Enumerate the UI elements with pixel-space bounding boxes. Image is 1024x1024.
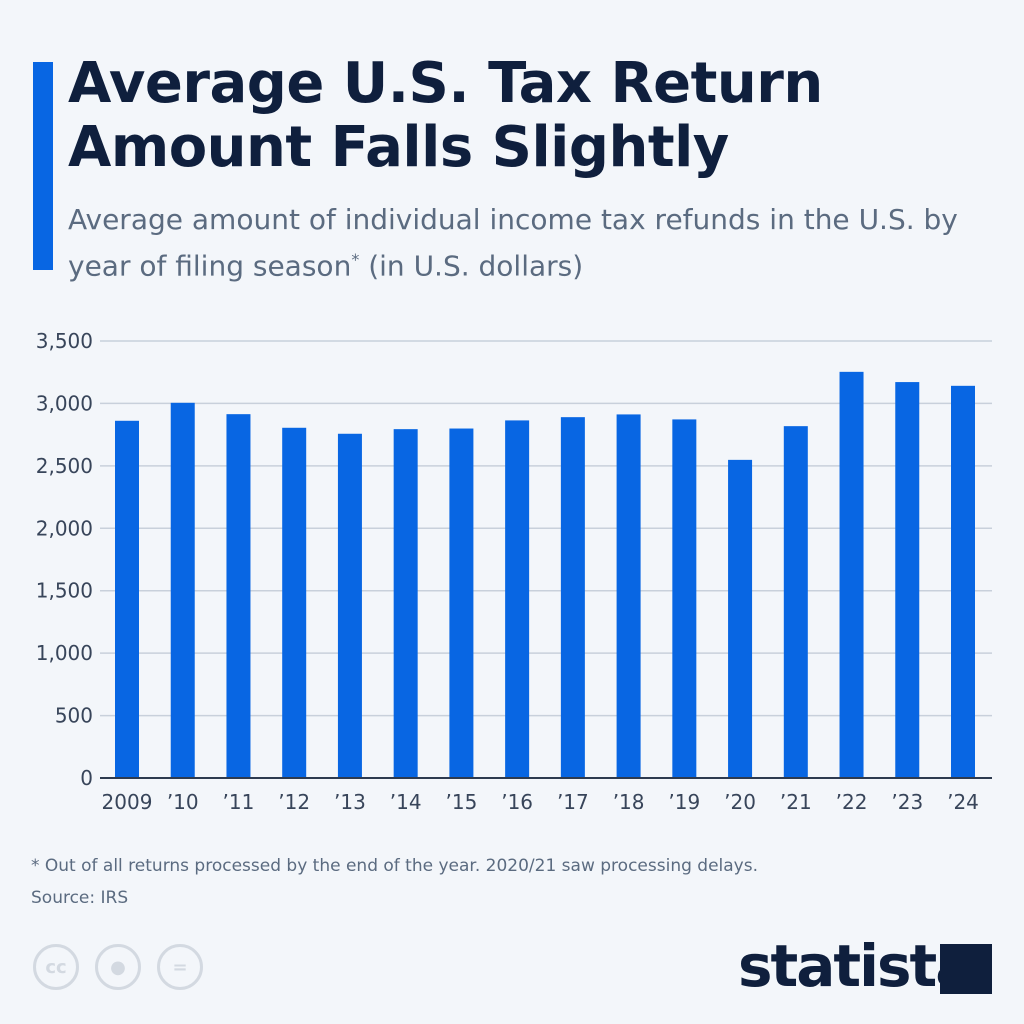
bar[interactable]: [115, 420, 139, 778]
x-tick-label: 2009: [102, 790, 153, 814]
bar[interactable]: [226, 414, 251, 778]
x-tick-label: ’22: [836, 790, 868, 814]
bar[interactable]: [839, 371, 864, 778]
chart-subtitle: Average amount of individual income tax …: [68, 200, 1008, 286]
x-tick-label: ’19: [668, 790, 700, 814]
y-tick-label: 0: [80, 766, 93, 790]
bar[interactable]: [560, 417, 585, 778]
subtitle-unit: (in U.S. dollars): [359, 249, 584, 283]
attribution-icon[interactable]: ●: [95, 944, 141, 990]
footnote: * Out of all returns processed by the en…: [31, 856, 758, 876]
creative-commons-icon[interactable]: cc: [33, 944, 79, 990]
bar[interactable]: [951, 385, 975, 778]
statista-logo[interactable]: statista: [738, 932, 974, 1000]
x-tick-label: ’23: [891, 790, 923, 814]
cc-label: cc: [45, 956, 67, 978]
y-tick-label: 1,000: [36, 641, 93, 665]
x-tick-label: ’16: [501, 790, 533, 814]
x-tick-label: ’18: [613, 790, 645, 814]
bar[interactable]: [282, 427, 307, 778]
bar[interactable]: [505, 420, 530, 778]
bar[interactable]: [337, 433, 362, 778]
y-tick-label: 2,000: [36, 516, 93, 540]
no-derivatives-icon[interactable]: =: [157, 944, 203, 990]
subtitle-footnote-mark: *: [351, 250, 360, 269]
y-tick-label: 1,500: [36, 579, 93, 603]
x-tick-label: ’17: [557, 790, 589, 814]
x-tick-label: ’12: [278, 790, 310, 814]
x-tick-label: ’15: [445, 790, 477, 814]
nd-label: =: [172, 956, 188, 978]
bar[interactable]: [170, 402, 195, 778]
bar[interactable]: [895, 382, 920, 778]
x-tick-label: ’13: [334, 790, 366, 814]
bar[interactable]: [728, 459, 753, 778]
x-tick-label: ’11: [223, 790, 255, 814]
y-tick-label: 3,000: [36, 391, 93, 415]
y-tick-label: 500: [55, 704, 93, 728]
title-accent-bar: [33, 62, 53, 270]
bar[interactable]: [783, 426, 808, 778]
chart-title: Average U.S. Tax Return Amount Falls Sli…: [68, 51, 823, 180]
bar[interactable]: [449, 428, 474, 778]
bar[interactable]: [616, 414, 641, 778]
subtitle-text: Average amount of individual income tax …: [68, 203, 958, 283]
statista-logo-mark-icon: [940, 944, 992, 994]
x-tick-label: ’20: [724, 790, 756, 814]
y-tick-label: 3,500: [36, 329, 93, 353]
x-tick-label: ’24: [947, 790, 979, 814]
y-tick-label: 2,500: [36, 454, 93, 478]
x-tick-label: ’10: [167, 790, 199, 814]
bar[interactable]: [672, 419, 697, 778]
x-tick-label: ’14: [390, 790, 422, 814]
source: Source: IRS: [31, 888, 129, 908]
x-tick-label: ’21: [780, 790, 812, 814]
bar[interactable]: [393, 429, 418, 778]
